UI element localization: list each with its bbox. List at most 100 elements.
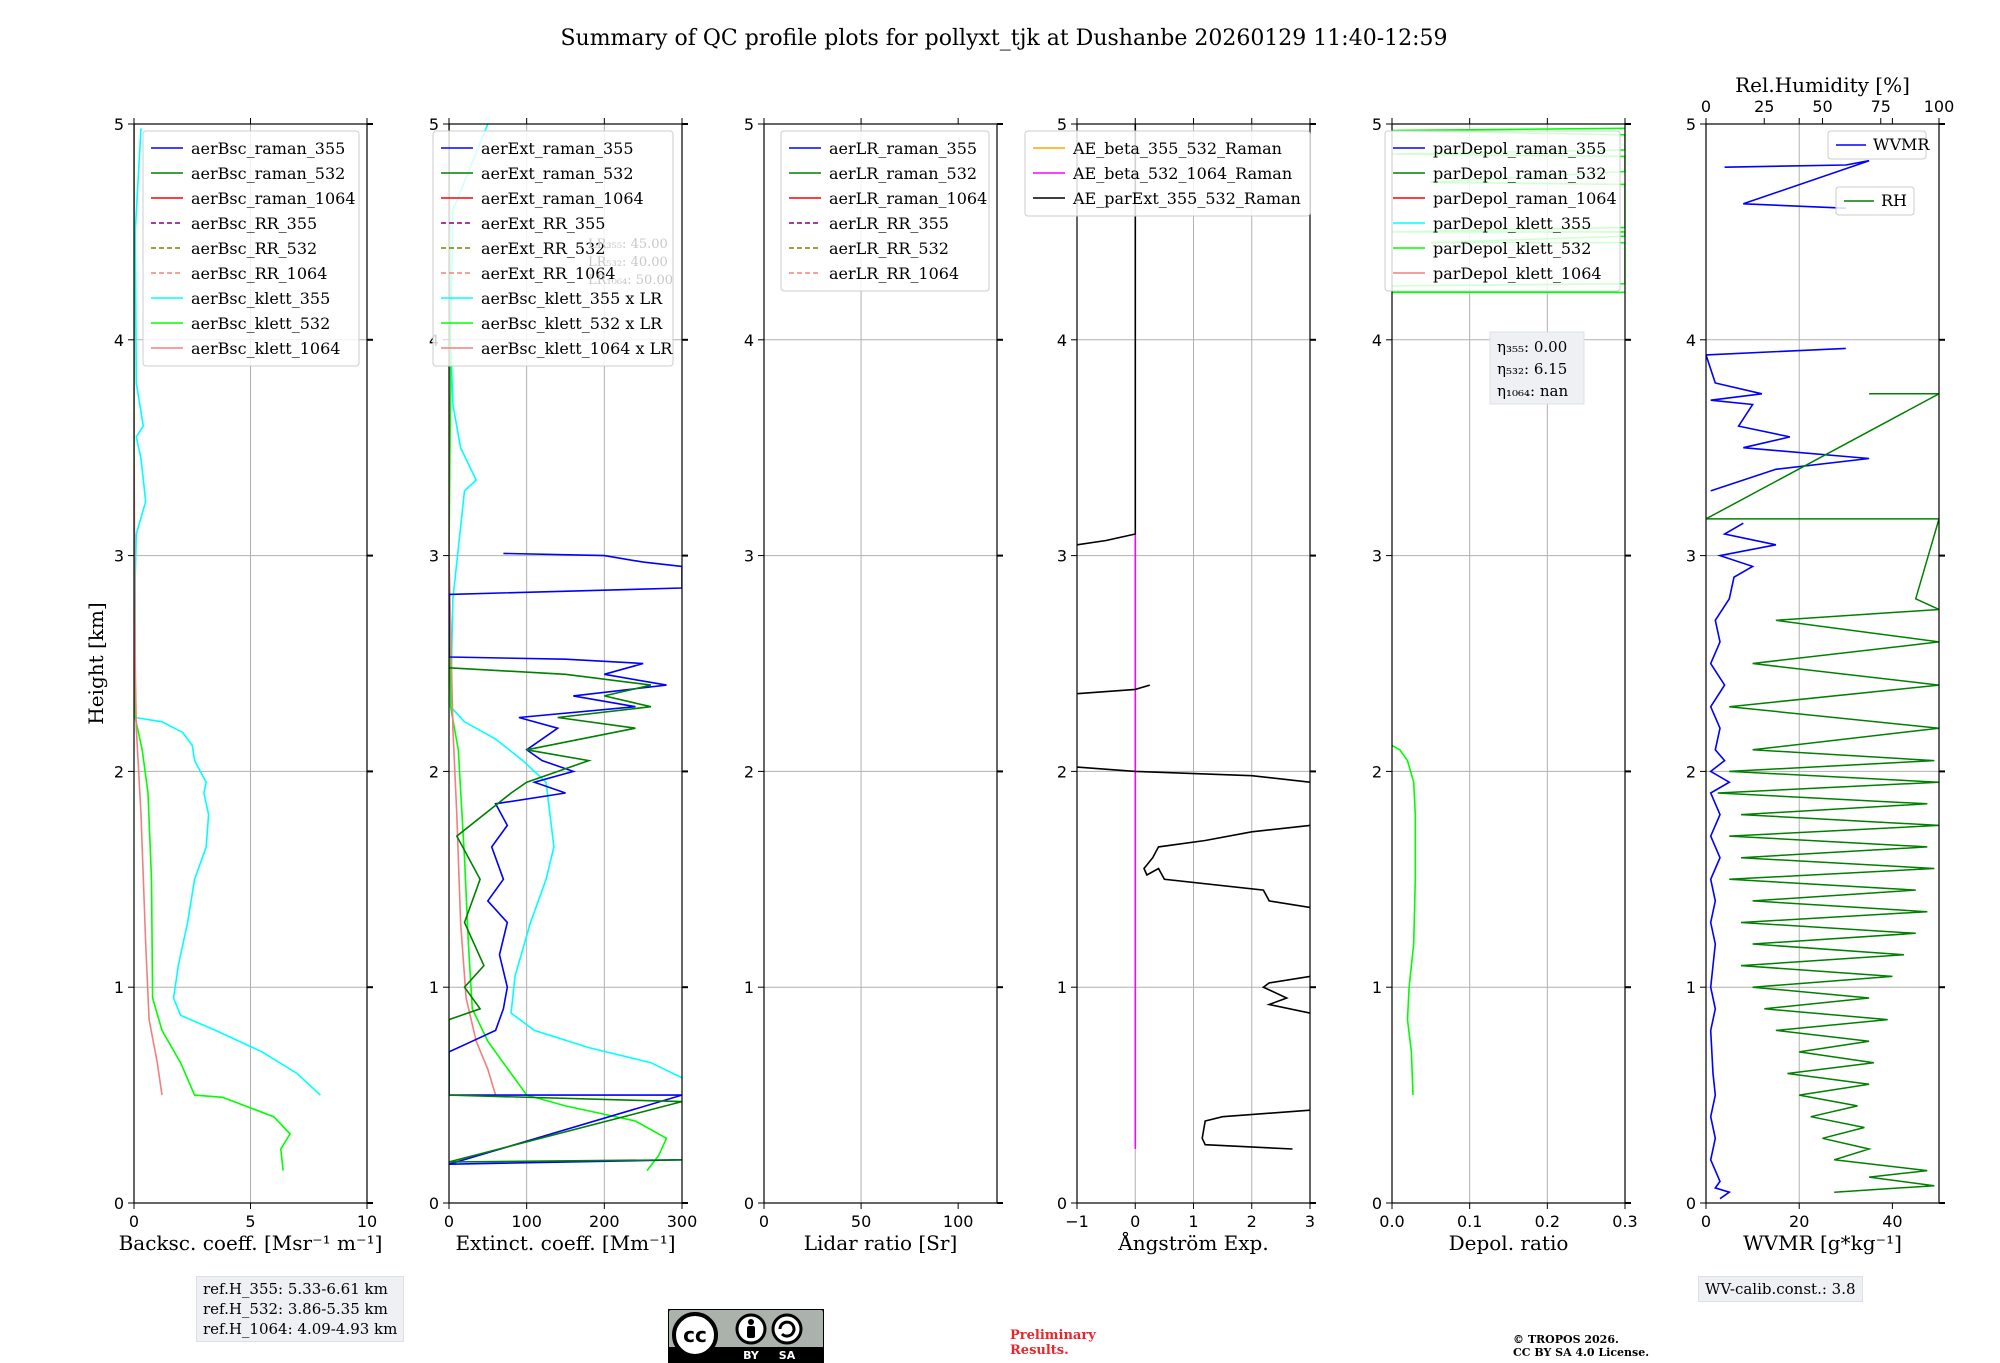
y-tick-label: 3 <box>744 547 754 566</box>
legend-label: AE_beta_355_532_Raman <box>1072 139 1282 158</box>
x2-tick-label: 0 <box>1701 97 1711 116</box>
y-tick-label: 2 <box>1057 762 1067 781</box>
lidar-ratio-note: LR₁₀₆₄: 50.00 <box>588 273 673 288</box>
x-axis-label: Depol. ratio <box>1449 1231 1569 1255</box>
x-tick-label: 20 <box>1789 1212 1809 1231</box>
series-line-AE_parExt_355_532_Raman <box>1077 684 1151 695</box>
y-tick-label: 4 <box>114 331 124 350</box>
legend-box <box>142 130 360 367</box>
x-tick-label: 0 <box>759 1212 769 1231</box>
by-person-body <box>747 1326 755 1338</box>
copyright-line-1: © TROPOS 2026. <box>1513 1333 1619 1346</box>
legend-box <box>1835 186 1915 216</box>
x-tick-label: 0.0 <box>1379 1212 1404 1231</box>
x-tick-label: −1 <box>1065 1212 1089 1231</box>
x-axis-label: Ångström Exp. <box>1117 1230 1268 1255</box>
y-tick-label: 4 <box>1372 331 1382 350</box>
y-tick-label: 2 <box>1372 762 1382 781</box>
legend-label: aerBsc_klett_1064 x LR <box>481 339 673 358</box>
y-tick-label: 3 <box>429 547 439 566</box>
x2-tick-label: 100 <box>1924 97 1955 116</box>
legend-label: parDepol_klett_1064 <box>1433 264 1602 283</box>
x-tick-label: 3 <box>1305 1212 1315 1231</box>
y-tick-label: 3 <box>114 547 124 566</box>
preliminary-note: Preliminary Results. <box>1010 1328 1096 1358</box>
panel-wv: 0 20 40 0 1 2 3 4 5 WVMR [g*kg⁻¹] 0 25 50 75 100 Rel.Hu… <box>1686 73 1954 1255</box>
y-tick-label: 0 <box>114 1194 124 1213</box>
y-tick-label: 5 <box>744 115 754 134</box>
legend-label: aerBsc_klett_532 x LR <box>481 314 663 333</box>
ref-height-532: ref.H_532: 3.86-5.35 km <box>203 1300 388 1318</box>
plot-area <box>1077 124 1310 1150</box>
series-line-AE_parExt_355_532_Raman <box>1143 824 1310 909</box>
legend-label: aerExt_raman_1064 <box>481 189 644 208</box>
y-tick-label: 1 <box>114 978 124 997</box>
series-line-parDepol_klett_532 <box>1392 744 1417 1096</box>
legend-label: aerExt_RR_355 <box>481 214 605 233</box>
legend-label: aerBsc_RR_355 <box>191 214 317 233</box>
y-tick-label: 1 <box>1057 978 1067 997</box>
legend-label: parDepol_raman_1064 <box>1433 189 1617 208</box>
legend-label: aerBsc_klett_355 x LR <box>481 289 663 308</box>
panel-depol: 0.0 0.1 0.2 0.3 0 1 2 3 4 5 Depol. ratio parDepol_r… <box>1372 115 1638 1255</box>
series-line-AE_parExt_355_532_Raman <box>1201 1109 1310 1150</box>
legend-label: parDepol_klett_532 <box>1433 239 1591 258</box>
y-tick-label: 0 <box>1057 1194 1067 1213</box>
y-tick-label: 1 <box>1372 978 1382 997</box>
y-axis-label: Height [km] <box>84 602 108 724</box>
legend-label: aerBsc_klett_532 <box>191 314 330 333</box>
legend-label: aerBsc_raman_532 <box>191 164 345 183</box>
series-line-AE_parExt_355_532_Raman <box>1077 766 1310 783</box>
figure-title: Summary of QC profile plots for pollyxt_… <box>560 26 1447 51</box>
cc-icon-label: cc <box>683 1323 707 1347</box>
axes-frame <box>763 123 998 1204</box>
x-tick-label: 100 <box>511 1212 542 1231</box>
legend-label: aerBsc_raman_355 <box>191 139 345 158</box>
x-tick-label: 40 <box>1882 1212 1902 1231</box>
legend-label: aerBsc_RR_532 <box>191 239 317 258</box>
plot-area <box>1392 127 1625 1096</box>
y-tick-label: 1 <box>744 978 754 997</box>
eta-note: η₅₃₂: 6.15 <box>1497 360 1567 378</box>
legend-label: parDepol_raman_355 <box>1433 139 1606 158</box>
series-line-WVMR <box>1724 159 1870 209</box>
cc-by-sa-badge: cc BY SA <box>668 1309 824 1363</box>
eta-box <box>1489 331 1585 405</box>
legend-label: aerBsc_klett_1064 <box>191 339 340 358</box>
x2-axis-label: Rel.Humidity [%] <box>1735 73 1910 97</box>
sa-label: SA <box>779 1349 796 1362</box>
series-line-WVMR <box>1706 347 1870 492</box>
x-tick-label: 5 <box>245 1212 255 1231</box>
series-line-AE_parExt_355_532_Raman <box>1077 124 1137 546</box>
x-tick-label: 300 <box>667 1212 698 1231</box>
lidar-ratio-note: LR₃₅₅: 45.00 <box>588 237 668 252</box>
by-label: BY <box>743 1349 760 1362</box>
legend-box <box>1827 130 1927 160</box>
legend-label: AE_beta_532_1064_Raman <box>1072 164 1292 183</box>
legend-label: aerExt_raman_532 <box>481 164 634 183</box>
ref-height-1064: ref.H_1064: 4.09-4.93 km <box>203 1320 398 1338</box>
y-tick-label: 2 <box>114 762 124 781</box>
x2-tick-label: 50 <box>1812 97 1832 116</box>
x-tick-label: 0 <box>1701 1212 1711 1231</box>
series-line-aerBsc_klett_1064 x LR <box>449 124 497 1096</box>
x2-tick-label: 25 <box>1754 97 1774 116</box>
eta-note: η₃₅₅: 0.00 <box>1497 338 1567 356</box>
axes-frame <box>448 123 683 1204</box>
wv-calib-box: WV-calib.const.: 3.8 <box>1698 1276 1863 1302</box>
legend-label: aerBsc_klett_355 <box>191 289 330 308</box>
x-tick-label: 1 <box>1188 1212 1198 1231</box>
y-tick-label: 5 <box>429 115 439 134</box>
copyright-line-2: CC BY SA 4.0 License. <box>1513 1346 1650 1359</box>
legend-label: aerExt_raman_355 <box>481 139 634 158</box>
legend-label: aerLR_RR_532 <box>829 239 949 258</box>
plot-area <box>449 124 682 1172</box>
y-tick-label: 5 <box>1057 115 1067 134</box>
panel-lr: 0 50 100 0 1 2 3 4 5 Lidar ratio [Sr] aerLR_raman_… <box>744 115 1003 1255</box>
legend-label: RH <box>1881 191 1907 210</box>
x-tick-label: 0 <box>444 1212 454 1231</box>
sa-share-icon <box>771 1313 803 1345</box>
x-tick-label: 2 <box>1247 1212 1257 1231</box>
